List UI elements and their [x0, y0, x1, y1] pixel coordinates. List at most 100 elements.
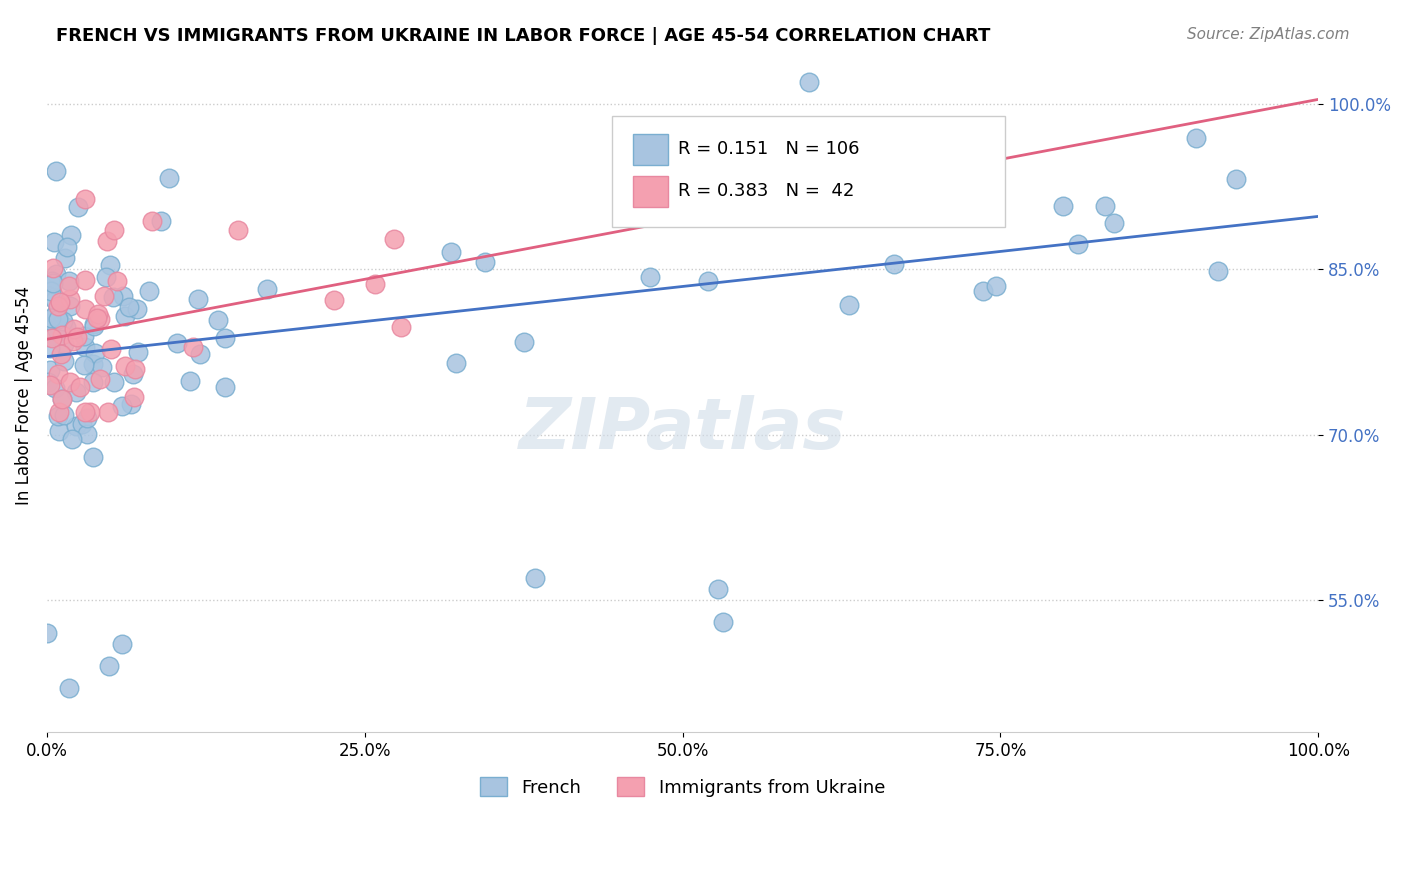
Point [389, 319, 412, 334]
Point [45, 164, 67, 178]
Point [46, 367, 69, 381]
Point [870, 194, 893, 208]
Point [83, 317, 105, 331]
Point [124, 361, 146, 376]
Point [226, 223, 249, 237]
Point [91, 359, 114, 374]
Point [917, 181, 939, 195]
Point [121, 367, 143, 381]
Point [96, 234, 118, 248]
Point [166, 336, 188, 351]
Point [94, 269, 117, 284]
Point [42, 235, 65, 249]
Point [60, 432, 83, 446]
Point [124, 390, 146, 404]
Point [58, 279, 80, 293]
Point [66, 200, 89, 214]
Point [103, 290, 125, 304]
Point [41, 277, 63, 292]
Point [84, 346, 107, 360]
Point [105, 274, 128, 288]
Point [207, 312, 229, 326]
Point [103, 375, 125, 389]
Point [44, 380, 66, 394]
Point [111, 289, 134, 303]
Point [65, 418, 87, 433]
Point [856, 146, 879, 161]
Point [69, 379, 91, 393]
Point [53, 337, 76, 351]
Point [114, 309, 136, 323]
Point [49, 295, 72, 310]
Point [983, 197, 1005, 211]
Point [187, 293, 209, 307]
Point [693, 205, 716, 219]
Point [39, 378, 62, 392]
Point [111, 637, 134, 651]
Point [322, 293, 344, 307]
Point [37, 375, 59, 389]
Point [44, 305, 66, 319]
Point [73, 302, 96, 317]
Point [62, 321, 84, 335]
Point [638, 269, 661, 284]
Point [66, 329, 89, 343]
Point [86, 310, 108, 325]
Point [53, 326, 76, 340]
Point [87, 307, 110, 321]
Point [98, 659, 121, 673]
Point [72, 329, 94, 343]
Point [103, 223, 125, 237]
Point [73, 358, 96, 372]
Point [44, 293, 66, 307]
Point [125, 301, 148, 316]
Point [70, 417, 93, 432]
Point [46, 310, 69, 324]
Point [83, 319, 105, 334]
Point [73, 340, 96, 354]
Text: Source: ZipAtlas.com: Source: ZipAtlas.com [1187, 27, 1350, 42]
Point [46, 323, 69, 337]
Point [111, 399, 134, 413]
Point [157, 170, 180, 185]
Point [75, 405, 97, 419]
Point [48, 405, 70, 419]
Point [97, 405, 120, 419]
Point [41, 274, 63, 288]
Point [179, 374, 201, 388]
Point [1094, 199, 1116, 213]
Point [51, 392, 73, 407]
Point [46, 311, 69, 326]
Point [1206, 264, 1229, 278]
Point [65, 385, 87, 400]
Point [46, 409, 69, 423]
Point [1104, 216, 1126, 230]
Point [141, 214, 163, 228]
Point [38, 289, 60, 303]
Point [39, 341, 62, 355]
Point [46, 310, 69, 324]
Point [59, 375, 82, 389]
Point [1066, 236, 1088, 251]
Point [44, 267, 66, 281]
Point [706, 582, 728, 596]
Point [984, 278, 1007, 293]
Point [41, 331, 63, 345]
Point [56, 240, 79, 254]
Point [73, 192, 96, 206]
Point [55, 319, 77, 334]
Point [48, 424, 70, 438]
Point [58, 274, 80, 288]
Y-axis label: In Labor Force | Age 45-54: In Labor Force | Age 45-54 [15, 286, 32, 506]
Point [127, 344, 149, 359]
Point [58, 681, 80, 695]
Point [214, 380, 236, 394]
Point [62, 334, 84, 349]
Text: ZIPatlas: ZIPatlas [519, 395, 846, 464]
Point [138, 284, 160, 298]
Point [972, 285, 994, 299]
Point [214, 331, 236, 345]
Point [52, 314, 75, 328]
Point [82, 376, 104, 390]
Point [513, 334, 536, 349]
